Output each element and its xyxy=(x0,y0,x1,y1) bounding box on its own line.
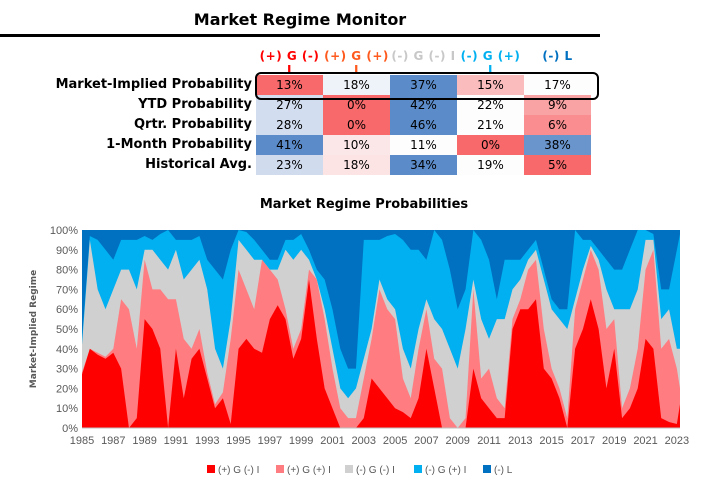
y-tick-label: 90% xyxy=(56,245,78,257)
title-divider xyxy=(0,34,600,37)
x-tick-label: 2019 xyxy=(602,435,626,447)
y-tick-label: 100% xyxy=(50,225,78,237)
x-tick-label: 1997 xyxy=(258,435,282,447)
column-header: (-) L xyxy=(542,49,573,63)
table-cell: 37% xyxy=(390,75,457,95)
y-tick-label: 70% xyxy=(56,284,78,296)
y-tick-label: 10% xyxy=(56,403,78,415)
table-cell: 0% xyxy=(323,95,390,115)
x-tick-label: 2009 xyxy=(445,435,469,447)
x-tick-label: 1989 xyxy=(132,435,156,447)
table-cell: 6% xyxy=(524,115,591,135)
chart-title: Market Regime Probabilities xyxy=(259,197,469,212)
x-tick-label: 1993 xyxy=(195,435,219,447)
x-tick-label: 2003 xyxy=(352,435,376,447)
table-cell: 46% xyxy=(390,115,457,135)
y-tick-label: 30% xyxy=(56,364,78,376)
x-tick-label: 2023 xyxy=(665,435,689,447)
column-header: (+) G (+) I xyxy=(324,49,389,77)
x-tick-label: 2005 xyxy=(383,435,407,447)
legend-swatch xyxy=(483,465,491,473)
x-tick-label: 1991 xyxy=(164,435,188,447)
table-cell: 10% xyxy=(323,135,390,155)
table-cell: 41% xyxy=(256,135,323,155)
y-axis-label: Market-Implied Regime xyxy=(29,270,39,388)
area-series-0 xyxy=(82,279,680,428)
legend-swatch xyxy=(276,465,284,473)
table-cell: 5% xyxy=(524,155,591,175)
row-label: 1-Month Probability xyxy=(106,137,252,152)
table-cell: 15% xyxy=(457,75,524,95)
x-tick-label: 2001 xyxy=(320,435,344,447)
y-tick-label: 50% xyxy=(56,324,78,336)
table-cell: 23% xyxy=(256,155,323,175)
column-header: (+) G (-) I xyxy=(259,49,320,77)
legend-swatch xyxy=(207,465,215,473)
table-cell: 38% xyxy=(524,135,591,155)
x-tick-label: 1995 xyxy=(226,435,250,447)
x-tick-label: 2021 xyxy=(633,435,657,447)
table-cell: 18% xyxy=(323,75,390,95)
page-title: Market Regime Monitor xyxy=(193,10,407,29)
y-tick-label: 80% xyxy=(56,265,78,277)
x-tick-label: 2011 xyxy=(477,435,501,447)
legend-swatch xyxy=(345,465,353,473)
table-cell: 42% xyxy=(390,95,457,115)
table-cell: 22% xyxy=(457,95,524,115)
table-cell: 0% xyxy=(323,115,390,135)
column-header: (-) G (-) I xyxy=(391,49,456,63)
legend-swatch xyxy=(414,465,422,473)
table-cell: 21% xyxy=(457,115,524,135)
x-tick-label: 2007 xyxy=(414,435,438,447)
table-cell: 34% xyxy=(390,155,457,175)
table-cell: 13% xyxy=(256,75,323,95)
legend-label: (-) G (-) I xyxy=(356,465,395,476)
y-tick-label: 0% xyxy=(62,423,78,435)
table-cell: 11% xyxy=(390,135,457,155)
row-label: YTD Probability xyxy=(138,97,252,112)
row-label: Qrtr. Probability xyxy=(133,117,252,132)
y-tick-label: 40% xyxy=(56,344,78,356)
table-cell: 18% xyxy=(323,155,390,175)
legend-label: (-) G (+) I xyxy=(425,465,466,476)
x-tick-label: 1985 xyxy=(70,435,94,447)
y-tick-label: 20% xyxy=(56,383,78,395)
table-cell: 17% xyxy=(524,75,591,95)
legend-label: (-) L xyxy=(494,465,513,476)
legend-label: (+) G (+) I xyxy=(287,465,331,476)
y-tick-label: 60% xyxy=(56,304,78,316)
table-cell: 0% xyxy=(457,135,524,155)
x-tick-label: 1999 xyxy=(289,435,313,447)
row-label: Historical Avg. xyxy=(145,157,252,172)
x-tick-label: 2013 xyxy=(508,435,532,447)
x-tick-label: 2017 xyxy=(571,435,595,447)
table-cell: 19% xyxy=(457,155,524,175)
legend-label: (+) G (-) I xyxy=(218,465,259,476)
table-cell: 28% xyxy=(256,115,323,135)
column-header: (-) G (+) I xyxy=(460,49,521,77)
x-tick-label: 2015 xyxy=(539,435,563,447)
row-label: Market-Implied Probability xyxy=(55,77,252,92)
highlight-box xyxy=(255,72,599,100)
x-tick-label: 1987 xyxy=(101,435,125,447)
table-cell: 9% xyxy=(524,95,591,115)
table-cell: 27% xyxy=(256,95,323,115)
